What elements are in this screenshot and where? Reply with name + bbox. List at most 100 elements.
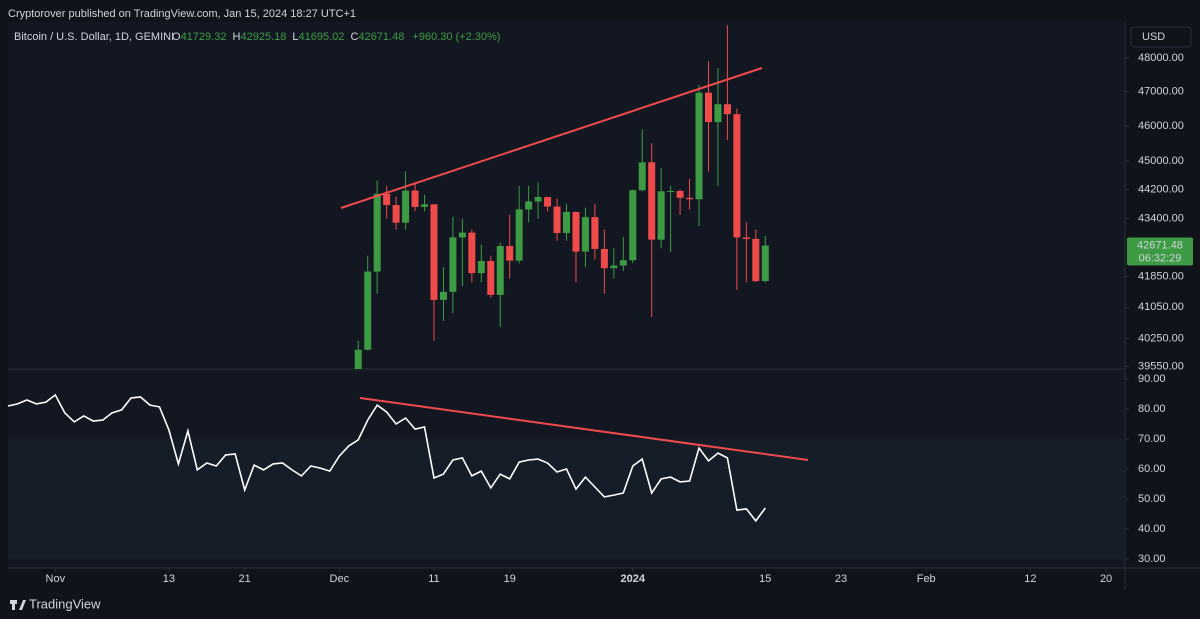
x-tick-label: 15: [759, 573, 771, 585]
x-tick-label: 2024: [621, 573, 646, 585]
y-tick-label: 41050.00: [1138, 301, 1184, 313]
candle-body: [648, 162, 656, 240]
candle-body: [676, 190, 684, 198]
candle-body: [383, 193, 391, 206]
ohlc-key: O: [172, 31, 181, 43]
candle-body: [704, 92, 712, 123]
ohlc-value: 41729.32: [181, 31, 227, 43]
x-tick-label: 12: [1024, 573, 1036, 585]
x-tick-label: 21: [239, 573, 251, 585]
y-tick-label: 30.00: [1138, 553, 1166, 565]
logo-mark: [12, 604, 15, 610]
y-tick-label: 60.00: [1138, 463, 1166, 475]
x-tick-label: 20: [1100, 573, 1112, 585]
candle-body: [515, 209, 523, 261]
candle-body: [534, 197, 542, 202]
candle-body: [572, 211, 580, 252]
y-tick-label: 46000.00: [1138, 120, 1184, 132]
candle-body: [477, 260, 485, 274]
x-tick-label: 13: [163, 573, 175, 585]
footer: TradingView: [29, 596, 101, 611]
rsi-trendline: [359, 397, 809, 461]
x-tick-label: Nov: [46, 573, 66, 585]
ohlc-key: H: [233, 31, 241, 43]
candle-body: [458, 232, 466, 238]
ohlc-key: L: [292, 31, 298, 43]
candle-body: [619, 260, 627, 266]
candle-body: [563, 211, 570, 233]
candle-body: [581, 217, 589, 252]
y-tick-label: 40.00: [1138, 523, 1166, 535]
y-tick-label: 44200.00: [1138, 183, 1184, 195]
y-tick-label: 50.00: [1138, 493, 1166, 505]
last-price-label: 42671.48: [1137, 239, 1183, 251]
candle-body: [667, 190, 675, 192]
candle-body: [411, 190, 419, 207]
candle-body: [506, 245, 514, 261]
footer-logo: TradingView: [10, 596, 101, 611]
candle-body: [714, 104, 722, 123]
y-tick-label: 48000.00: [1138, 52, 1184, 64]
resistance-trendline: [340, 67, 763, 209]
ohlc-value: 41695.02: [299, 31, 345, 43]
y-tick-label: 43400.00: [1138, 212, 1184, 224]
x-tick-label: Dec: [330, 573, 350, 585]
currency-box[interactable]: [1130, 26, 1192, 48]
last-price-box: [1127, 237, 1193, 266]
candle-body: [600, 248, 608, 269]
x-tick-label: 11: [428, 573, 439, 585]
published-line: Cryptorover published on TradingView.com…: [8, 8, 356, 20]
ohlc: O41729.32 H42925.18 L41695.02 C42671.48 …: [172, 31, 500, 43]
ohlc-key: C: [351, 31, 359, 43]
candle-body: [373, 193, 381, 272]
candle-body: [657, 191, 665, 240]
candle-body: [742, 237, 750, 239]
candle-body: [402, 190, 410, 223]
change: +960.30 (+2.30%): [412, 31, 500, 43]
x-tick-label: Feb: [917, 573, 936, 585]
candle-body: [629, 190, 637, 261]
candle-body: [544, 197, 552, 207]
ohlc-value: 42925.18: [240, 31, 286, 43]
candle-body: [354, 349, 362, 369]
candle-body: [487, 260, 495, 295]
candle-body: [686, 197, 694, 200]
countdown: 06:32:29: [1139, 252, 1182, 264]
logo-mark: [19, 600, 26, 610]
y-tick-label: 70.00: [1138, 433, 1166, 445]
y-tick-label: 41850.00: [1138, 270, 1184, 282]
y-tick-label: 45000.00: [1138, 155, 1184, 167]
candle-body: [449, 237, 457, 292]
candle-body: [723, 104, 731, 115]
candle-body: [439, 291, 447, 300]
candle-body: [430, 204, 438, 300]
candle-body: [392, 205, 400, 223]
candle-body: [733, 114, 741, 238]
currency[interactable]: USD: [1142, 31, 1165, 43]
y-tick-label: 47000.00: [1138, 86, 1184, 98]
x-tick-label: 23: [835, 573, 847, 585]
candle-body: [638, 162, 646, 191]
y-tick-label: 39550.00: [1138, 360, 1184, 372]
candle-body: [695, 92, 703, 200]
candle-body: [610, 265, 618, 269]
rsi-line: [7, 393, 766, 523]
y-tick-label: 80.00: [1138, 403, 1166, 415]
candle-body: [364, 271, 372, 350]
logo-mark: [10, 600, 17, 604]
y-tick-label: 40250.00: [1138, 333, 1184, 345]
candle-body: [421, 204, 429, 207]
candle-body: [553, 206, 561, 233]
y-tick-label: 90.00: [1138, 373, 1166, 385]
ohlc-value: 42671.48: [358, 31, 404, 43]
candle-body: [761, 245, 769, 282]
candle-body: [752, 238, 760, 282]
candle-body: [496, 245, 504, 295]
candle-body: [591, 217, 599, 249]
candle-body: [525, 201, 533, 210]
symbol-legend: Bitcoin / U.S. Dollar, 1D, GEMINI O41729…: [14, 31, 500, 43]
rsi-band: [8, 439, 1125, 559]
candle-body: [468, 232, 476, 274]
